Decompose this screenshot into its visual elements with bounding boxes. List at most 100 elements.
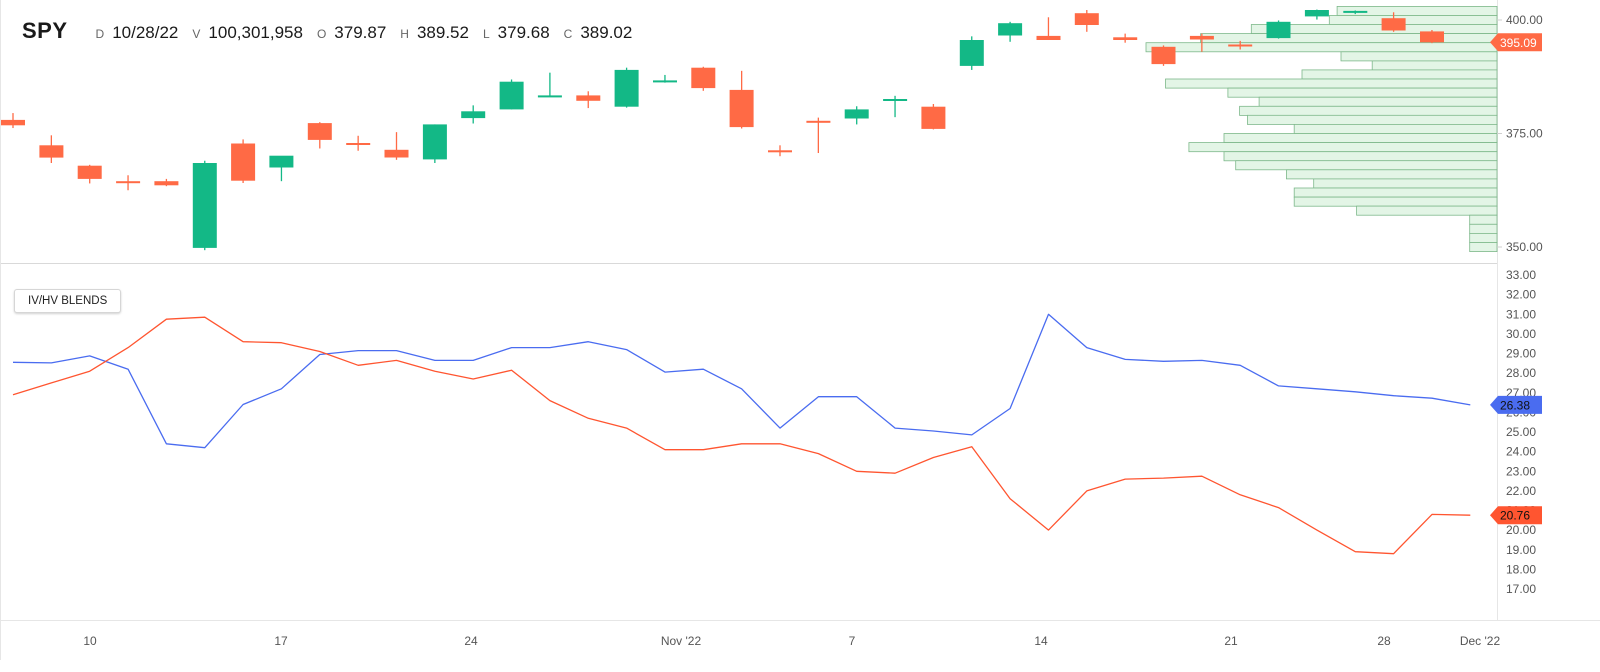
- candle: [39, 135, 64, 164]
- iv-hv-tick-label: 20.00: [1506, 523, 1536, 537]
- iv-last-badge-shape: [1490, 395, 1542, 414]
- candle: [806, 117, 831, 154]
- iv-hv-panel[interactable]: [12, 313, 1471, 555]
- iv-hv-tick-label: 17.00: [1506, 582, 1536, 596]
- candle-body: [231, 143, 256, 181]
- volume-profile-bar: [1227, 87, 1498, 98]
- high-field-value: 389.52: [416, 23, 469, 42]
- candle-body: [921, 106, 946, 129]
- candle: [384, 132, 409, 160]
- volume-profile-bar: [1293, 196, 1498, 207]
- volume-profile-bar: [1328, 15, 1498, 26]
- candle-body: [384, 149, 409, 158]
- candlestick-series: [1, 9, 1444, 251]
- study-legend-button[interactable]: IV/HV BLENDS: [14, 289, 122, 313]
- candle-body: [192, 163, 217, 248]
- candle-body: [154, 181, 179, 186]
- price-tick-label: 400.00: [1506, 13, 1543, 27]
- volume-profile-bar: [1469, 223, 1498, 234]
- iv-hv-tick-label: 23.00: [1506, 464, 1536, 478]
- volume-profile-bar: [1165, 78, 1498, 89]
- candle-body: [499, 81, 524, 110]
- candle-body: [806, 120, 831, 123]
- iv-hv-tick-label: 28.00: [1506, 366, 1536, 380]
- hv-line: [12, 316, 1471, 555]
- hv-last-badge-shape: [1490, 506, 1542, 525]
- volume-profile-bar: [1356, 205, 1498, 216]
- time-tick-label: 17: [274, 634, 288, 648]
- candle: [461, 105, 486, 124]
- volume-profile-bar: [1145, 42, 1498, 53]
- iv-hv-tick-label: 31.00: [1506, 307, 1536, 321]
- volume-profile-bar: [1293, 187, 1498, 198]
- candle-body: [1304, 10, 1329, 17]
- last-price-badge-text: 395.09: [1500, 36, 1537, 50]
- volume-profile-bar: [1469, 242, 1498, 253]
- candle: [1189, 33, 1214, 52]
- volume-field-value: 100,301,958: [208, 23, 303, 42]
- candle: [1304, 9, 1329, 20]
- candle: [154, 178, 179, 187]
- time-axis[interactable]: 10 17 24 Nov '22 7 14 21 28 Dec '22: [83, 634, 1500, 648]
- candle-body: [576, 95, 601, 101]
- candle-body: [1151, 46, 1176, 65]
- candle: [1113, 33, 1138, 43]
- candle-body: [1189, 35, 1214, 40]
- candle-body: [77, 165, 102, 179]
- candle: [1074, 10, 1099, 32]
- candle: [614, 67, 639, 108]
- volume-profile-bar: [1200, 33, 1498, 44]
- candle-body: [1266, 21, 1291, 39]
- candle-body: [844, 109, 869, 119]
- candle-body: [1228, 44, 1253, 47]
- iv-hv-tick-label: 24.00: [1506, 445, 1536, 459]
- high-field-label: H: [400, 27, 409, 41]
- volume-profile-bar: [1235, 160, 1498, 171]
- candle: [307, 122, 332, 149]
- candle-body: [1381, 18, 1406, 31]
- volume-profile-bar: [1313, 178, 1498, 189]
- candle-body: [461, 111, 486, 119]
- close-field-value: 389.02: [580, 23, 633, 42]
- candle-body: [269, 155, 294, 168]
- candle: [116, 175, 141, 191]
- date-field-label: D: [95, 27, 105, 41]
- time-tick-label: 21: [1224, 634, 1238, 648]
- candle: [1420, 29, 1444, 44]
- iv-hv-tick-label: 32.00: [1506, 288, 1536, 302]
- price-tick-label: 350.00: [1506, 240, 1543, 254]
- open-field-label: O: [316, 27, 327, 41]
- candle-body: [39, 145, 64, 158]
- candle: [1381, 12, 1406, 32]
- candle-body: [998, 23, 1023, 36]
- candle: [422, 124, 447, 164]
- candle-body: [116, 181, 141, 184]
- candle: [346, 135, 371, 151]
- candle-body: [307, 123, 332, 140]
- volume-profile-bar: [1223, 133, 1498, 144]
- candle: [768, 145, 792, 157]
- iv-hv-tick-label: 22.00: [1506, 484, 1536, 498]
- candle: [959, 36, 984, 70]
- candle: [576, 91, 601, 109]
- candle: [1228, 40, 1253, 50]
- time-tick-label: 24: [464, 634, 478, 648]
- candle: [1036, 17, 1061, 40]
- candle-body: [1036, 35, 1061, 40]
- volume-field-label: V: [192, 27, 201, 41]
- date-field-value: 10/28/22: [112, 23, 179, 42]
- candle: [1343, 10, 1368, 15]
- candle-body: [1074, 13, 1099, 25]
- candle: [691, 66, 716, 91]
- symbol-label[interactable]: SPY: [22, 18, 68, 43]
- candle: [844, 106, 869, 125]
- candle-body: [729, 89, 754, 128]
- volume-profile-bar: [1469, 214, 1498, 225]
- volume-profile-bar: [1247, 114, 1498, 125]
- volume-profile-bar: [1223, 151, 1498, 162]
- candle: [1, 113, 25, 129]
- candle: [1151, 45, 1176, 66]
- candle: [269, 155, 294, 182]
